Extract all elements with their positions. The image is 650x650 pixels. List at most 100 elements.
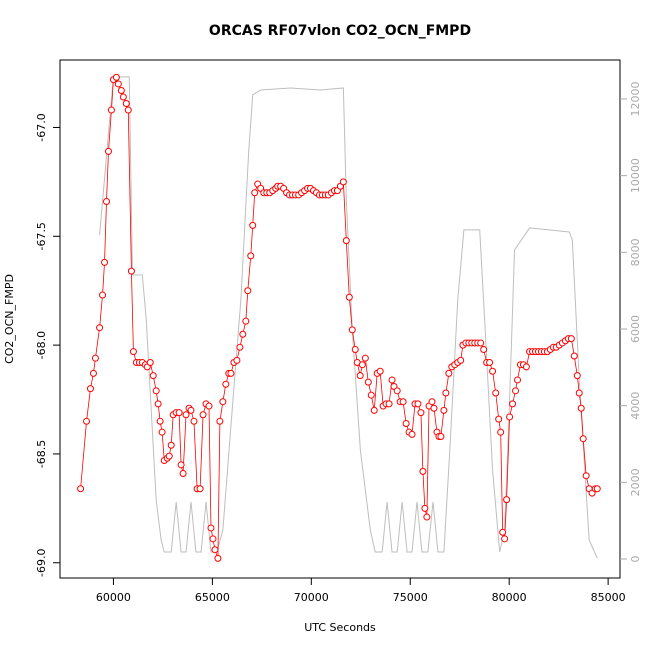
point	[497, 428, 505, 436]
point	[437, 433, 445, 441]
point	[149, 372, 157, 380]
y2-tick-label: 0	[629, 555, 642, 562]
point	[158, 428, 166, 436]
point	[247, 252, 255, 260]
point	[119, 93, 127, 101]
point	[101, 258, 109, 266]
point	[167, 441, 175, 449]
point	[408, 430, 416, 438]
point	[175, 409, 183, 417]
point	[499, 528, 507, 536]
point	[196, 485, 204, 493]
point	[207, 524, 215, 532]
y2-tick-label: 8000	[629, 238, 642, 266]
point	[182, 411, 190, 419]
point	[376, 367, 384, 375]
point	[117, 86, 125, 94]
point	[506, 413, 514, 421]
point	[96, 324, 104, 332]
point	[107, 106, 115, 114]
point	[457, 356, 465, 364]
point	[573, 372, 581, 380]
point	[89, 369, 97, 377]
point	[103, 197, 111, 205]
point	[205, 402, 213, 410]
point	[227, 369, 235, 377]
x-tick-label: 85000	[591, 591, 626, 604]
point	[348, 326, 356, 334]
point	[190, 417, 198, 425]
point	[567, 335, 575, 343]
x-axis-label: UTC Seconds	[304, 621, 376, 634]
point	[509, 400, 517, 408]
plot-box	[59, 59, 621, 579]
point	[440, 406, 448, 414]
point	[577, 404, 585, 412]
point	[419, 467, 427, 475]
point	[364, 378, 372, 386]
point	[219, 398, 227, 406]
point	[513, 376, 521, 384]
point	[579, 435, 587, 443]
point	[575, 389, 583, 397]
point	[129, 348, 137, 356]
point	[199, 411, 207, 419]
point	[77, 485, 85, 493]
point	[104, 147, 112, 155]
point	[442, 389, 450, 397]
point	[236, 343, 244, 351]
y-tick-label: -68.0	[35, 331, 48, 359]
point	[146, 359, 154, 367]
point	[122, 100, 130, 108]
y-tick-label: -69.0	[35, 549, 48, 577]
point	[114, 80, 122, 88]
point	[239, 330, 247, 338]
point	[249, 221, 257, 229]
point	[501, 535, 509, 543]
x-tick-label: 80000	[492, 591, 527, 604]
x-tick-label: 75000	[393, 591, 428, 604]
point	[423, 513, 431, 521]
point	[351, 345, 359, 353]
chart-title: ORCAS RF07vlon CO2_OCN_FMPD	[209, 23, 471, 39]
point	[165, 452, 173, 460]
point	[593, 485, 601, 493]
y2-tick-label: 4000	[629, 392, 642, 420]
point	[414, 400, 422, 408]
point	[339, 178, 347, 186]
point	[503, 496, 511, 504]
y2-tick-label: 10000	[629, 158, 642, 193]
point	[233, 356, 241, 364]
point	[417, 409, 425, 417]
point	[244, 287, 252, 295]
x-tick-label: 60000	[96, 591, 131, 604]
point	[222, 380, 230, 388]
point	[486, 359, 494, 367]
point	[570, 352, 578, 360]
point	[356, 372, 364, 380]
point	[91, 354, 99, 362]
point	[393, 387, 401, 395]
point	[242, 317, 250, 325]
point	[211, 546, 219, 554]
point	[495, 415, 503, 423]
point	[430, 404, 438, 412]
point	[152, 387, 160, 395]
point	[480, 345, 488, 353]
point	[342, 237, 350, 245]
y2-tick-label: 2000	[629, 468, 642, 496]
point	[367, 391, 375, 399]
point	[385, 400, 393, 408]
point	[127, 267, 135, 275]
x-tick-label: 70000	[294, 591, 329, 604]
point	[399, 398, 407, 406]
point	[512, 387, 520, 395]
point	[154, 400, 162, 408]
y-axis-label: CO2_OCN_FMPD	[3, 274, 16, 364]
point	[361, 354, 369, 362]
point	[428, 398, 436, 406]
point	[358, 361, 366, 369]
